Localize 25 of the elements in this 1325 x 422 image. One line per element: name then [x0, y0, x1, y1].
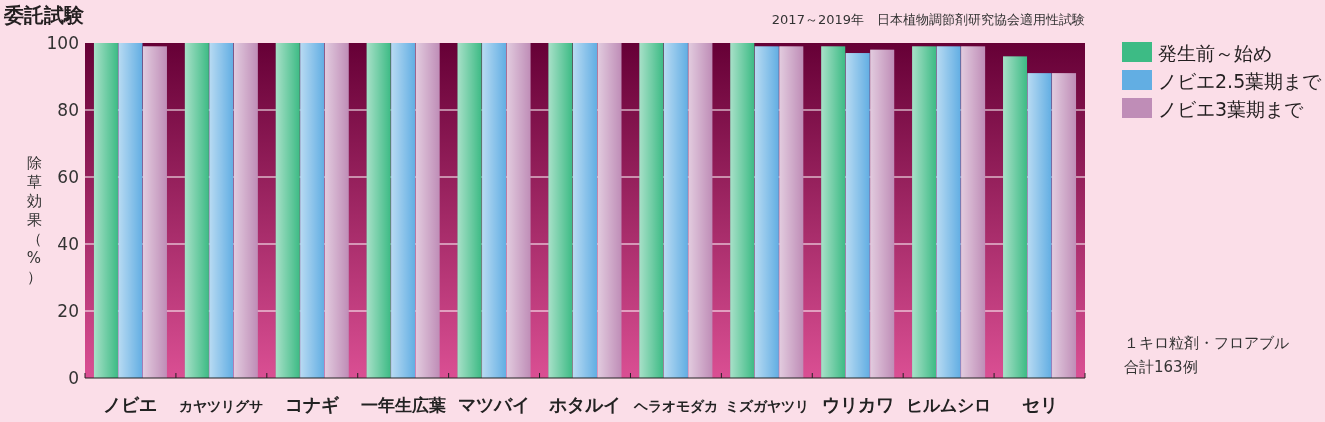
legend-label: 発生前～始め: [1158, 42, 1272, 64]
text: 合計163例: [1124, 358, 1198, 376]
x-tick-label: ホタルイ: [548, 394, 621, 415]
chart-subtitle: 2017～2019年 日本植物調節剤研究協会適用性試験: [771, 12, 1085, 27]
x-tick-label: カヤツリグサ: [179, 398, 264, 414]
chart-title: 委託試験: [3, 3, 85, 27]
x-tick-label: 一年生広葉: [360, 396, 446, 415]
x-tick-label: ヒルムシロ: [906, 396, 992, 415]
x-tick-label: ヘラオモダカ: [632, 398, 718, 414]
x-tick-label: ミズガヤツリ: [724, 398, 809, 414]
y-tick-label: 100: [46, 33, 79, 53]
x-tick-label: ウリカワ: [821, 394, 894, 415]
y-tick-label: 20: [57, 301, 79, 321]
text: １キロ粒剤・フロアブル: [1124, 334, 1289, 352]
y-tick-label: 80: [57, 100, 79, 120]
y-tick-label: 40: [57, 234, 79, 254]
x-tick-label: コナギ: [285, 394, 341, 415]
x-tick-label: ノビエ: [103, 394, 158, 415]
y-tick-label: 60: [57, 167, 79, 187]
legend-label: ノビエ3葉期まで: [1158, 98, 1305, 120]
y-axis-title: 除草効果（%）: [26, 154, 42, 286]
x-tick-label: マツバイ: [458, 394, 531, 415]
legend-label: ノビエ2.5葉期まで: [1158, 70, 1323, 92]
y-tick-label: 0: [68, 368, 79, 388]
x-tick-label: セリ: [1021, 394, 1058, 415]
